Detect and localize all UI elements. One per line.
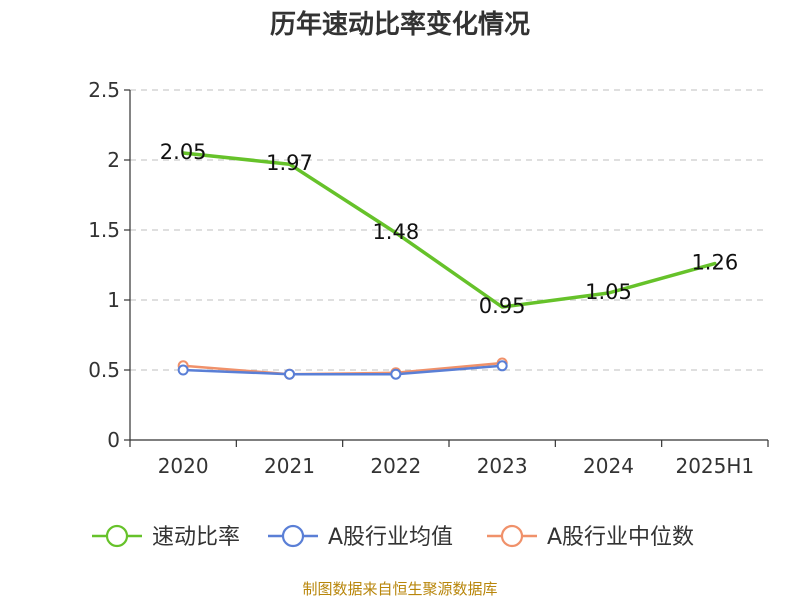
series-line	[181, 151, 717, 309]
legend-label: A股行业中位数	[547, 525, 694, 550]
data-point	[390, 368, 402, 380]
y-tick-label: 1.5	[88, 218, 120, 242]
data-labels: 2.05 1.97 1.48 0.95 1.05 1.26	[160, 140, 738, 318]
legend-marker	[281, 524, 305, 548]
axes: 0 0.5 1 1.5 2 2.5 2020 2021 2022 2023 2024 2025H1	[88, 78, 769, 478]
data-label: 1.97	[266, 151, 313, 175]
y-tick-label: 2	[107, 148, 120, 172]
data-point	[496, 360, 508, 372]
legend-label: A股行业均值	[328, 525, 453, 550]
data-label: 1.48	[372, 220, 419, 244]
x-tick-label: 2024	[583, 454, 634, 478]
data-source-note: 制图数据来自恒生聚源数据库	[302, 580, 498, 598]
legend-label: 速动比率	[152, 525, 240, 550]
data-point	[177, 364, 189, 376]
y-tick-label: 1	[107, 288, 120, 312]
data-label: 0.95	[479, 294, 526, 318]
chart-title: 历年速动比率变化情况	[269, 10, 530, 40]
x-tick-label: 2020	[158, 454, 209, 478]
legend-marker	[500, 524, 524, 548]
series-line	[181, 364, 504, 376]
y-tick-label: 0.5	[88, 358, 120, 382]
x-tick-label: 2025H1	[675, 454, 754, 478]
y-tick-label: 2.5	[88, 78, 120, 102]
data-label: 1.05	[585, 280, 632, 304]
series-lines	[177, 151, 717, 380]
data-point	[284, 368, 295, 380]
legend-marker	[105, 524, 129, 548]
x-tick-label: 2021	[264, 454, 315, 478]
gridlines	[130, 89, 768, 371]
data-label: 1.26	[691, 251, 738, 275]
data-label: 2.05	[160, 140, 207, 164]
legend: 速动比率 A股行业均值 A股行业中位数	[92, 524, 694, 550]
x-tick-label: 2022	[370, 454, 421, 478]
y-tick-label: 0	[107, 428, 120, 452]
x-tick-label: 2023	[477, 454, 528, 478]
